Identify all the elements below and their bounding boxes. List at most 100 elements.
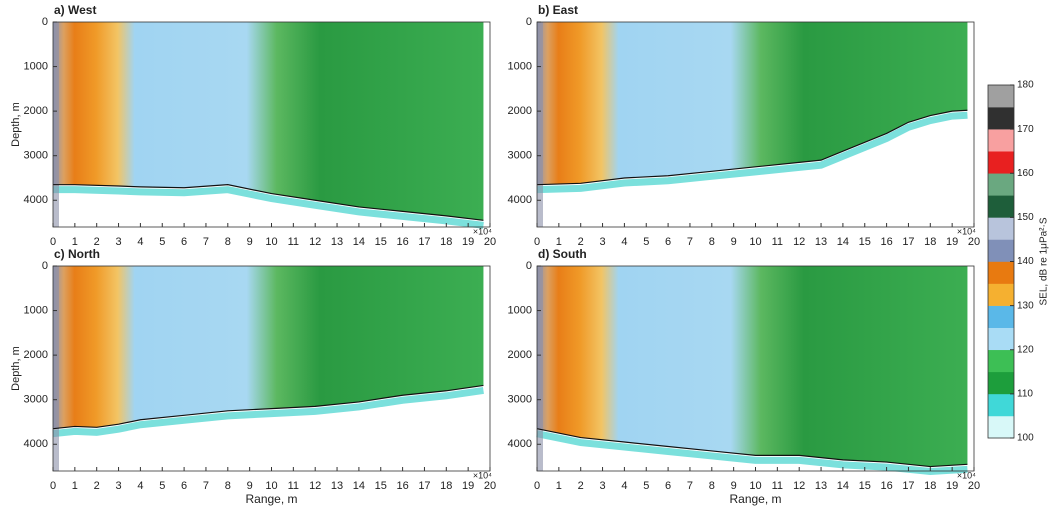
colorbar-segment — [988, 283, 1014, 306]
y-axis-label: Depth, m — [10, 102, 22, 147]
x-tick-label: 15 — [375, 480, 387, 492]
x-tick-label: 2 — [94, 236, 100, 248]
colorbar-segment — [988, 305, 1014, 328]
colorbar-tick-label: 100 — [1017, 433, 1034, 444]
x-axis-label: Range, m — [245, 492, 297, 506]
x-tick-label: 13 — [815, 236, 827, 248]
x-tick-label: 6 — [181, 480, 187, 492]
x-tick-label: 14 — [837, 236, 849, 248]
colorbar-tick-label: 150 — [1017, 212, 1034, 223]
x-tick-label: 7 — [687, 480, 693, 492]
y-tick-label: 2000 — [24, 349, 48, 361]
y-tick-label: 1000 — [508, 304, 532, 316]
panel-title: c) North — [54, 247, 100, 261]
x-tick-label: 6 — [665, 236, 671, 248]
x-tick-label: 17 — [418, 236, 430, 248]
x-tick-label: 9 — [247, 480, 253, 492]
x-tick-label: 12 — [309, 480, 321, 492]
x-tick-label: 1 — [556, 236, 562, 248]
x-tick-label: 20 — [968, 480, 980, 492]
colorbar-segment — [988, 173, 1014, 196]
y-tick-label: 0 — [42, 16, 48, 28]
x-tick-label: 11 — [288, 480, 299, 492]
x-tick-label: 17 — [418, 480, 430, 492]
x-tick-label: 5 — [643, 480, 649, 492]
x-tick-label: 19 — [462, 236, 474, 248]
source-column — [537, 266, 543, 471]
x-tick-label: 9 — [731, 480, 737, 492]
x-tick-label: 3 — [115, 236, 121, 248]
bathymetry-line — [536, 428, 968, 468]
x-tick-label: 0 — [534, 236, 540, 248]
x-tick-label: 6 — [665, 480, 671, 492]
x-tick-label: 12 — [793, 480, 805, 492]
y-tick-label: 0 — [526, 260, 532, 272]
colorbar-tick-label: 170 — [1017, 124, 1034, 135]
x-tick-label: 8 — [225, 236, 231, 248]
y-tick-label: 1000 — [24, 60, 48, 72]
x-tick-label: 11 — [772, 236, 783, 248]
x-tick-label: 9 — [731, 236, 737, 248]
y-tick-label: 0 — [42, 260, 48, 272]
x-tick-label: 16 — [880, 480, 892, 492]
y-tick-label: 3000 — [508, 150, 532, 162]
colorbar-segment — [988, 415, 1014, 439]
x-tick-label: 1 — [72, 236, 78, 248]
x-tick-label: 17 — [902, 236, 914, 248]
y-tick-label: 4000 — [508, 194, 532, 206]
x-tick-label: 8 — [709, 480, 715, 492]
x-tick-label: 2 — [578, 480, 584, 492]
x-tick-label: 8 — [709, 236, 715, 248]
colorbar-segment — [988, 327, 1014, 351]
sub-bottom-field — [536, 111, 968, 194]
x-axis-label: Range, m — [729, 492, 781, 506]
panel-title: d) South — [538, 247, 587, 261]
y-tick-label: 4000 — [24, 438, 48, 450]
x-tick-label: 3 — [599, 236, 605, 248]
x-tick-label: 18 — [440, 480, 452, 492]
x-tick-label: 17 — [902, 480, 914, 492]
x-tick-label: 15 — [859, 480, 871, 492]
x-exponent: ×10⁴ — [957, 226, 976, 236]
sub-bottom-field — [536, 430, 968, 476]
panel-title: a) West — [54, 3, 96, 17]
x-tick-label: 4 — [137, 236, 143, 248]
x-tick-label: 16 — [396, 480, 408, 492]
x-tick-label: 20 — [968, 236, 980, 248]
source-column — [53, 22, 59, 227]
source-column — [537, 22, 543, 227]
x-tick-label: 14 — [353, 480, 365, 492]
x-tick-label: 16 — [880, 236, 892, 248]
x-tick-label: 13 — [331, 236, 343, 248]
x-tick-label: 20 — [484, 236, 496, 248]
x-tick-label: 1 — [72, 480, 78, 492]
x-tick-label: 16 — [396, 236, 408, 248]
y-tick-label: 1000 — [24, 304, 48, 316]
x-tick-label: 11 — [288, 236, 299, 248]
y-tick-label: 4000 — [508, 438, 532, 450]
source-column — [53, 266, 59, 471]
x-tick-label: 19 — [946, 236, 958, 248]
colorbar-tick-label: 140 — [1017, 256, 1034, 267]
x-tick-label: 2 — [94, 480, 100, 492]
x-tick-label: 13 — [331, 480, 343, 492]
y-tick-label: 1000 — [508, 60, 532, 72]
x-tick-label: 5 — [159, 480, 165, 492]
x-tick-label: 0 — [50, 236, 56, 248]
colorbar-segment — [988, 261, 1014, 284]
colorbar-tick-label: 110 — [1017, 389, 1033, 400]
bathymetry-line — [53, 184, 484, 221]
colorbar-segment — [988, 107, 1014, 130]
colorbar-label: SEL, dB re 1μPa²·S — [1039, 217, 1050, 305]
sound-field — [53, 266, 484, 429]
x-tick-label: 9 — [247, 236, 253, 248]
x-tick-label: 15 — [859, 236, 871, 248]
colorbar-segment — [988, 195, 1014, 218]
x-exponent: ×10⁴ — [473, 470, 492, 480]
x-tick-label: 10 — [749, 480, 761, 492]
colorbar-segment — [988, 151, 1014, 174]
x-tick-label: 1 — [556, 480, 562, 492]
x-tick-label: 10 — [265, 480, 277, 492]
x-tick-label: 7 — [203, 236, 209, 248]
x-tick-label: 10 — [265, 236, 277, 248]
